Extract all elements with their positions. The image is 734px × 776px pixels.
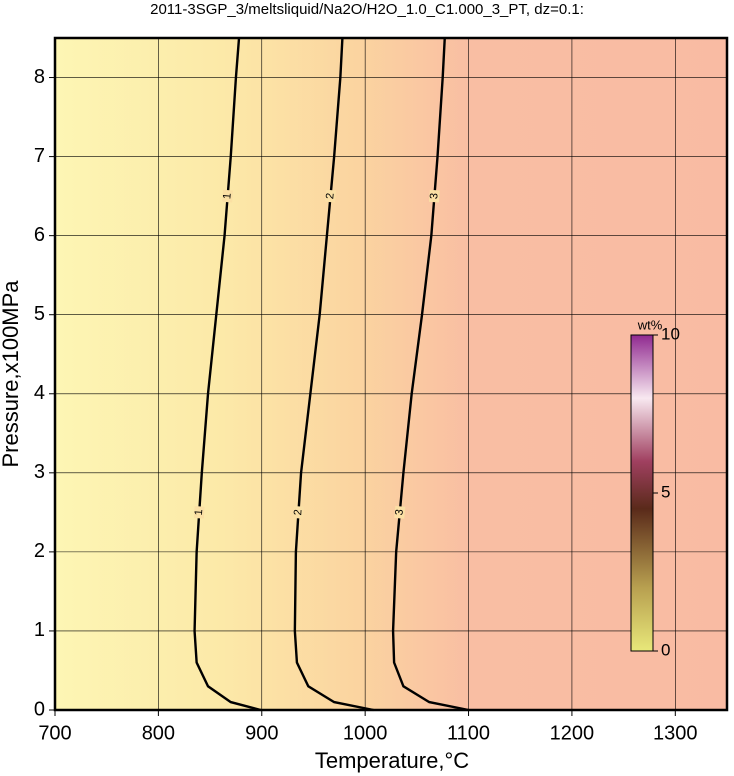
- contour-line: [391, 37, 469, 712]
- x-tick-label: 1300: [653, 722, 698, 744]
- plot-field: [55, 38, 727, 710]
- x-tick-label: 1100: [447, 722, 490, 744]
- contour-label: 2: [324, 193, 337, 200]
- contour-line: [293, 37, 374, 712]
- x-tick-label: 800: [142, 722, 175, 744]
- y-axis-label: Pressure,x100MPa: [0, 280, 23, 468]
- contour-label-bg: [324, 189, 337, 203]
- y-tick-label: 8: [34, 66, 45, 88]
- x-tick-label: 700: [38, 722, 71, 744]
- x-tick-label: 900: [245, 722, 278, 744]
- contour-label-bg: [222, 189, 234, 203]
- y-tick-label: 1: [34, 619, 45, 641]
- y-tick-label: 0: [34, 698, 45, 720]
- colorbar: [630, 334, 654, 652]
- chart-title: 2011-3SGP_3/meltsliquid/Na2O/H2O_1.0_C1.…: [150, 1, 584, 18]
- contour-label: 3: [428, 193, 440, 200]
- contour-label: 1: [193, 509, 205, 516]
- contour-label-bg: [394, 505, 406, 519]
- contour-line: [193, 37, 262, 712]
- contour-label: 1: [221, 193, 233, 200]
- y-tick-label: 6: [34, 224, 45, 246]
- y-tick-label: 2: [34, 540, 45, 562]
- y-tick-label: 5: [34, 303, 45, 325]
- colorbar-tick-label: 10: [661, 324, 680, 343]
- x-axis-label: Temperature,°C: [315, 748, 469, 773]
- plot-frame: [53, 36, 729, 712]
- contour-label-bg: [193, 506, 205, 519]
- colorbar-label: wt%: [637, 317, 663, 332]
- x-tick-label: 1200: [550, 722, 595, 744]
- contour-label-bg: [293, 506, 304, 519]
- y-tick-label: 4: [34, 382, 45, 404]
- contour-label: 3: [393, 509, 406, 516]
- contour-label-bg: [428, 189, 440, 203]
- colorbar-tick-label: 5: [661, 482, 670, 501]
- x-tick-label: 1000: [343, 722, 388, 744]
- colorbar-tick-label: 0: [661, 640, 670, 659]
- contour-label: 2: [292, 509, 304, 516]
- y-tick-label: 7: [34, 145, 45, 167]
- y-tick-label: 3: [34, 461, 45, 483]
